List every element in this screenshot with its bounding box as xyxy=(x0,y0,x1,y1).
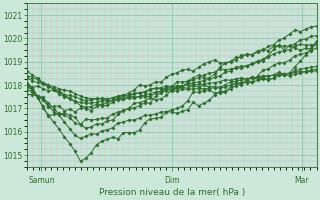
X-axis label: Pression niveau de la mer( hPa ): Pression niveau de la mer( hPa ) xyxy=(99,188,245,197)
